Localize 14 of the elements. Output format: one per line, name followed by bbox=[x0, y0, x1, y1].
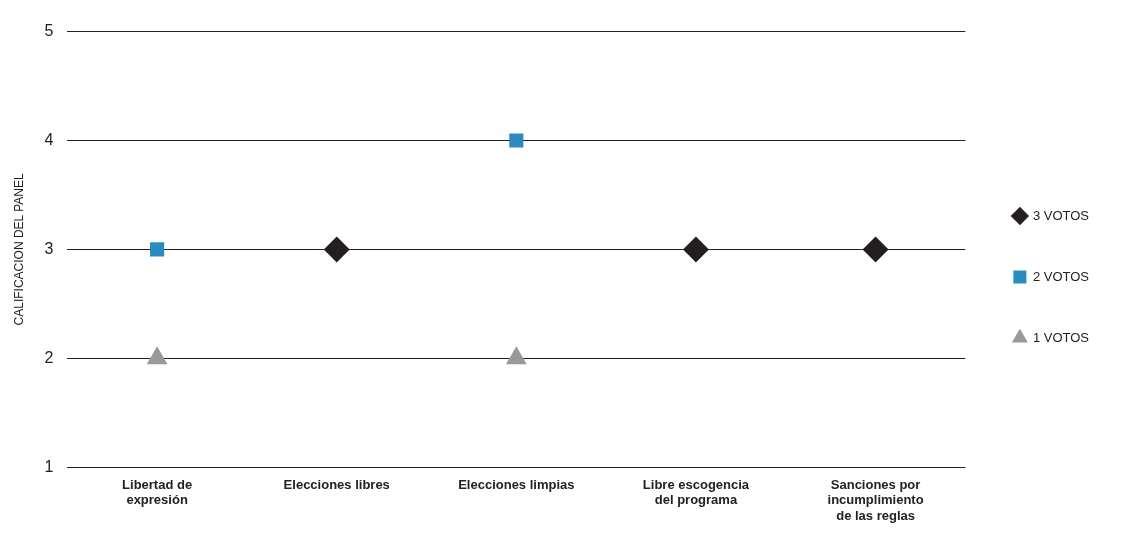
x-tick-label: Libre escogencia del programa bbox=[642, 476, 750, 508]
y-axis-title: CALIFICACION DEL PANEL bbox=[11, 173, 26, 326]
legend-label: 3 VOTOS bbox=[1032, 207, 1090, 223]
y-tick-label: 1 bbox=[44, 457, 54, 475]
y-tick-label: 3 bbox=[44, 239, 54, 257]
y-tick-label: 2 bbox=[44, 348, 54, 366]
y-tick-label: 4 bbox=[44, 130, 54, 148]
y-tick-label: 5 bbox=[44, 22, 54, 40]
legend-label: 1 VOTOS bbox=[1032, 329, 1090, 345]
x-tick-label: Elecciones limpias bbox=[458, 476, 575, 492]
x-tick-label: Elecciones libres bbox=[283, 476, 390, 492]
x-tick-label: Sanciones por incumplimiento de las reglas bbox=[827, 476, 924, 523]
legend-label: 2 VOTOS bbox=[1032, 268, 1090, 284]
x-tick-label: Libertad de expresión bbox=[122, 476, 193, 508]
